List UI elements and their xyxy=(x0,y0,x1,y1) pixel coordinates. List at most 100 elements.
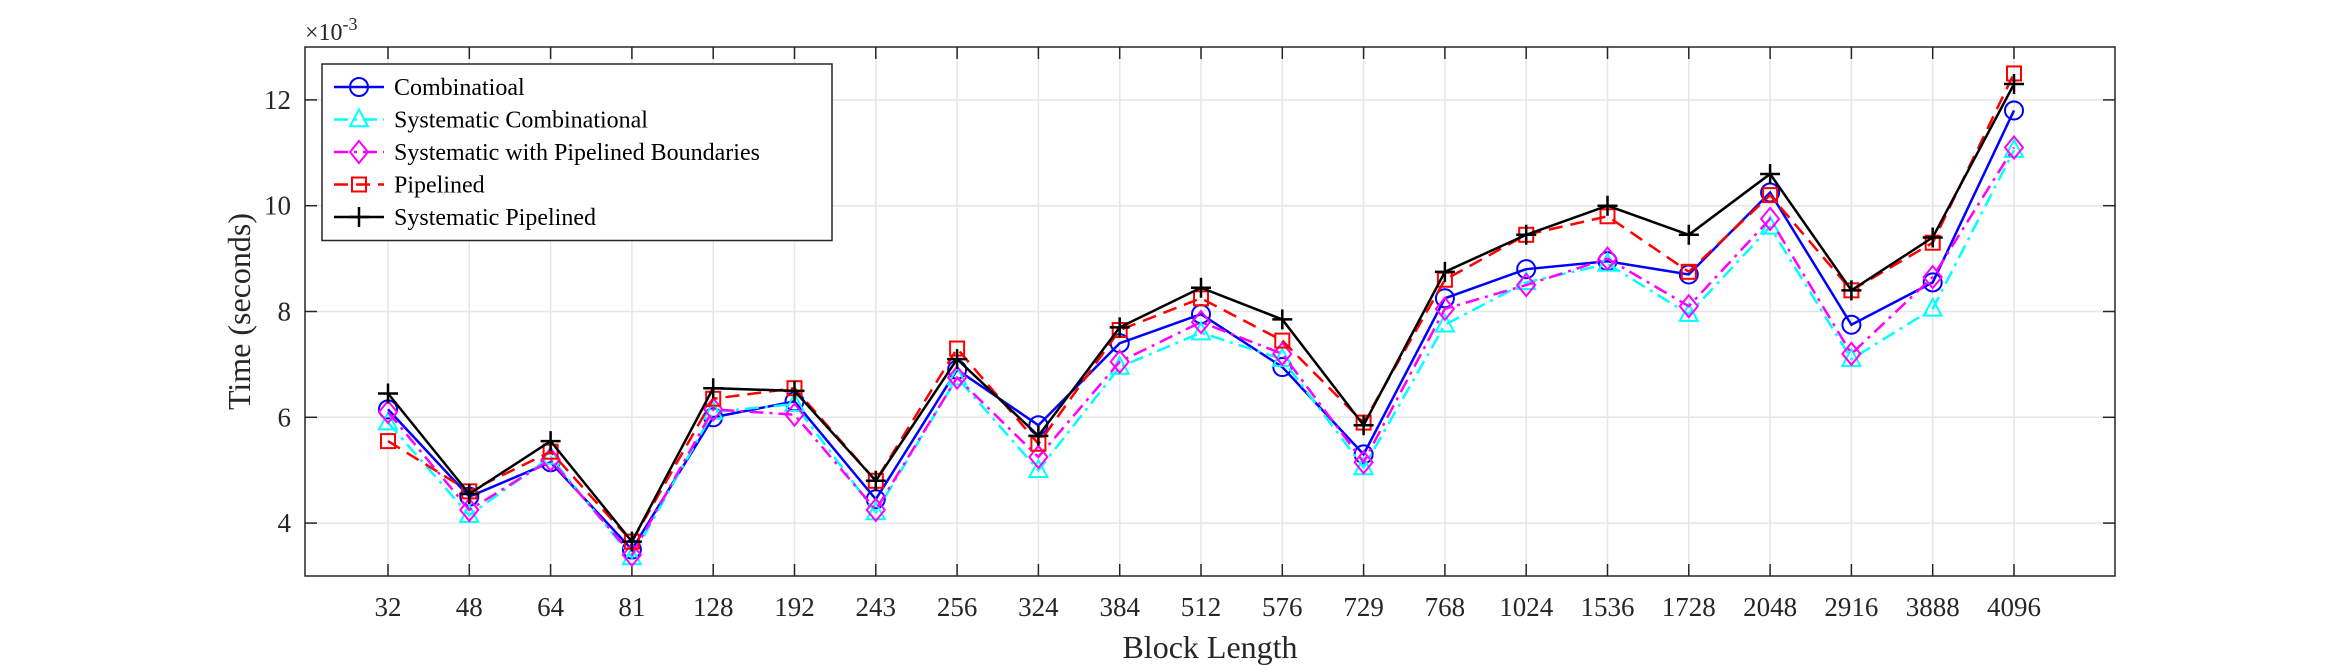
y-tick-label: 6 xyxy=(278,402,292,432)
legend: Combinatioal Systematic Combinational Syst… xyxy=(321,63,833,242)
x-tick-label: 384 xyxy=(1099,592,1140,622)
data-point xyxy=(1597,246,1618,272)
y-exponent-label: ×10-3 xyxy=(305,14,358,46)
series-line xyxy=(387,72,2016,544)
data-point xyxy=(377,399,399,425)
x-axis-title: Block Length xyxy=(1122,629,1297,665)
data-point xyxy=(865,497,887,523)
data-point xyxy=(703,378,724,399)
axes-layer xyxy=(304,46,2116,577)
data-point xyxy=(1841,280,1862,301)
data-point xyxy=(1841,314,1862,335)
data-point xyxy=(1922,272,1943,293)
data-point xyxy=(1274,332,1291,349)
x-tick-label: 1728 xyxy=(1662,592,1716,622)
data-point xyxy=(783,391,806,412)
data-point xyxy=(946,365,968,391)
data-point xyxy=(377,410,399,431)
data-point xyxy=(784,402,805,428)
data-point xyxy=(1922,296,1944,317)
data-point xyxy=(1109,349,1130,375)
legend-entry: Systematic Combinational xyxy=(334,107,648,134)
x-tick-label: 4096 xyxy=(1987,592,2041,622)
legend-entry: Pipelined xyxy=(334,173,485,199)
x-tick-label: 1024 xyxy=(1499,592,1554,622)
data-point xyxy=(1597,195,1618,216)
y-tick-label: 12 xyxy=(264,85,291,115)
x-tick-label: 512 xyxy=(1181,592,1222,622)
legend-label: Systematic with Pipelined Boundaries xyxy=(394,140,760,166)
data-point xyxy=(459,484,480,505)
legend-entry: Systematic with Pipelined Boundaries xyxy=(334,139,760,166)
x-tick-label: 3888 xyxy=(1906,592,1960,622)
data-point xyxy=(1922,264,1943,290)
series-5 xyxy=(378,74,2024,552)
series-line xyxy=(387,149,2016,560)
data-point xyxy=(1190,309,1212,335)
data-point xyxy=(459,497,480,523)
legend-box xyxy=(321,63,833,242)
y-tick-label: 4 xyxy=(278,508,292,538)
x-tick-label: 2048 xyxy=(1743,592,1797,622)
data-point xyxy=(1028,425,1049,446)
x-tick-label: 576 xyxy=(1262,592,1303,622)
data-point xyxy=(1678,293,1700,319)
series-line xyxy=(387,146,2016,558)
data-point xyxy=(784,380,805,401)
x-tick-label: 324 xyxy=(1018,592,1059,622)
x-tick-label: 729 xyxy=(1343,592,1384,622)
data-point xyxy=(1762,187,1779,204)
data-point xyxy=(1434,261,1455,282)
data-point xyxy=(380,433,396,450)
data-point xyxy=(349,77,369,97)
legend-label: Pipelined xyxy=(394,173,485,199)
x-tick-label: 81 xyxy=(618,592,645,622)
data-point xyxy=(348,139,370,165)
x-tick-label: 64 xyxy=(537,592,565,622)
data-point xyxy=(1434,312,1456,333)
legend-label: Systematic Combinational xyxy=(394,108,648,134)
data-point xyxy=(621,531,642,552)
data-point xyxy=(1841,341,1862,367)
data-point xyxy=(1190,320,1212,341)
data-point xyxy=(1678,224,1699,245)
data-point xyxy=(947,349,968,370)
data-point xyxy=(1109,317,1130,338)
x-tick-label: 256 xyxy=(937,592,978,622)
data-point xyxy=(1028,444,1049,470)
x-tick-label: 768 xyxy=(1425,592,1466,622)
data-point xyxy=(1191,277,1211,298)
legend-entry: Systematic Pipelined xyxy=(334,205,596,231)
data-point xyxy=(349,207,369,227)
data-point xyxy=(1434,288,1455,309)
legend-entry: Combinatioal xyxy=(334,75,525,101)
data-point xyxy=(1353,415,1374,436)
series-layer xyxy=(377,65,2025,568)
data-point xyxy=(2004,100,2024,121)
data-point xyxy=(540,431,561,452)
x-tick-label: 32 xyxy=(375,592,402,622)
data-point xyxy=(1516,224,1537,245)
x-tick-label: 1536 xyxy=(1581,592,1635,622)
data-point xyxy=(1515,272,1537,298)
data-point xyxy=(865,470,886,491)
y-tick-label: 8 xyxy=(278,297,292,327)
data-point xyxy=(378,383,398,404)
data-point xyxy=(1922,227,1943,248)
data-point xyxy=(865,500,887,521)
data-point xyxy=(1272,309,1293,330)
x-tick-label: 192 xyxy=(774,592,815,622)
data-point xyxy=(2003,134,2025,161)
data-point xyxy=(1353,449,1374,475)
data-point xyxy=(1760,163,1781,184)
data-point xyxy=(621,545,643,566)
legend-label: Systematic Pipelined xyxy=(394,205,596,231)
legend-label: Combinatioal xyxy=(394,75,525,101)
data-point xyxy=(1680,263,1697,280)
x-tick-label: 2916 xyxy=(1824,592,1878,622)
data-point xyxy=(348,107,370,128)
data-point xyxy=(351,176,367,193)
x-tick-label: 128 xyxy=(693,592,734,622)
